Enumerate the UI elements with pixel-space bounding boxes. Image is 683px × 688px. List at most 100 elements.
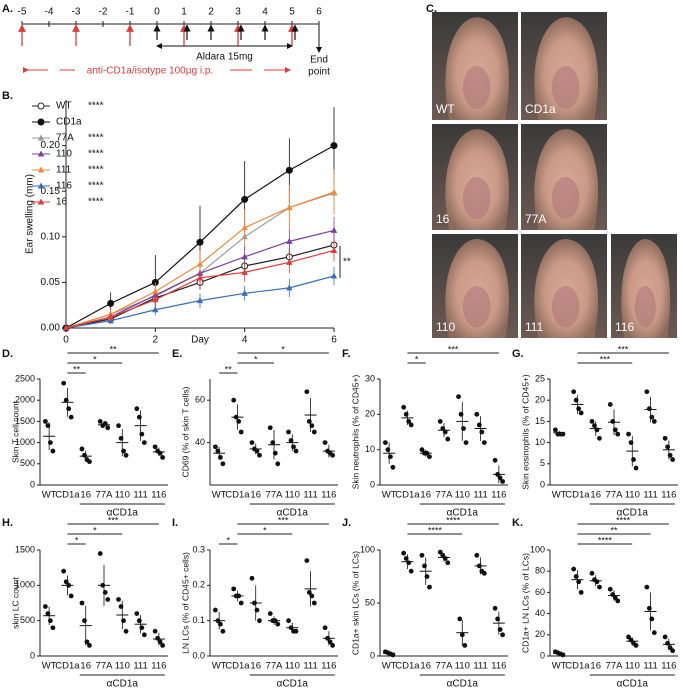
x-tick-label: 111 [473, 661, 487, 672]
y-tick-label: 0.2 [192, 580, 205, 590]
significance-label: ** [73, 364, 81, 374]
y-tick-label: 0.00 [41, 323, 61, 334]
data-point [500, 632, 506, 638]
x-tick-label: 110 [115, 490, 130, 501]
significance-label: * [227, 535, 231, 545]
x-tick-label: 111 [643, 490, 657, 501]
data-point [141, 440, 147, 445]
annotation: ** [343, 257, 351, 268]
data-point [61, 380, 67, 386]
point [152, 296, 159, 303]
data-point [576, 406, 582, 412]
data-point [646, 406, 652, 412]
legend-label: 111 [56, 165, 72, 176]
data-point [437, 419, 443, 424]
photo: CD1a [521, 12, 607, 120]
y-axis-title: CD69 (% of skin T cells) [180, 386, 190, 477]
legend-entry: 116 **** [32, 181, 104, 192]
y-tick-label: 10 [365, 444, 375, 454]
data-point [257, 618, 262, 624]
legend-stars: **** [88, 133, 104, 144]
data-point [79, 446, 85, 452]
legend-stars: **** [88, 149, 104, 160]
data-point [306, 419, 312, 424]
data-point [217, 455, 223, 460]
aldara-label: Aldara 15mg [196, 52, 253, 63]
data-point [220, 628, 226, 634]
photo: 110 [432, 234, 518, 338]
data-point [424, 574, 430, 579]
data-point [87, 643, 92, 648]
x-tick-label: 77A [606, 490, 624, 501]
legend-entry: 16 **** [32, 197, 104, 208]
x-tick-label: 116 [491, 661, 506, 672]
data-point [136, 414, 142, 420]
data-point [628, 440, 634, 445]
day-label: 6 [316, 7, 322, 18]
x-tick-label: 111 [643, 661, 657, 672]
y-tick-label: 20 [535, 395, 545, 405]
data-point [68, 593, 74, 599]
x-tick-label: 116 [321, 490, 336, 501]
point [152, 288, 159, 295]
data-point [571, 389, 577, 395]
data-point [427, 584, 432, 590]
data-point [662, 435, 668, 441]
data-point [116, 423, 121, 429]
data-point [589, 570, 595, 576]
legend-label: 16 [56, 197, 68, 208]
data-point [47, 440, 53, 445]
data-point [667, 452, 673, 458]
panel-label: E. [172, 348, 182, 360]
ear-inner [462, 66, 491, 110]
group-label: αCD1a [617, 508, 649, 519]
y-tick-label: 20 [365, 409, 375, 419]
data-point [50, 448, 56, 454]
data-point [272, 450, 278, 456]
data-point [42, 604, 48, 609]
y-tick-label: 0 [540, 650, 545, 660]
y-tick-label: 0.20 [41, 140, 61, 151]
x-tick-label: 110 [285, 490, 300, 501]
data-point [118, 604, 124, 609]
data-point [231, 397, 237, 403]
data-point [633, 643, 639, 648]
x-tick-label: 110 [285, 661, 300, 672]
data-point [408, 568, 414, 574]
data-point [382, 440, 388, 445]
data-point [97, 419, 103, 424]
data-point [474, 552, 480, 558]
ear-inner [551, 286, 580, 328]
data-point [66, 406, 72, 412]
y-tick-label: 50 [365, 597, 375, 607]
day-label: 2 [208, 7, 214, 18]
day-label: -4 [45, 7, 54, 18]
significance-label: * [254, 354, 258, 364]
y-axis-title: LN LCs (% of CD45+ cells) [180, 552, 190, 654]
data-point [610, 419, 616, 424]
data-point [633, 465, 639, 471]
panel-label: B. [2, 90, 13, 102]
significance-label: *** [618, 344, 629, 354]
x-tick-label: 16 [590, 661, 601, 672]
legend-label: 116 [56, 181, 72, 192]
ear-inner [551, 66, 580, 110]
point [107, 299, 115, 307]
point [37, 118, 45, 126]
point [37, 182, 45, 189]
data-point [427, 454, 432, 460]
x-tick-label: CD1a [395, 661, 420, 672]
data-point [419, 447, 425, 453]
point [37, 134, 45, 141]
data-point [275, 461, 281, 467]
x-tick-label: 116 [151, 661, 166, 672]
photo: 77A [521, 124, 607, 230]
legend-stars: **** [88, 101, 104, 112]
y-tick-label: 0 [370, 479, 375, 489]
y-tick-label: 40 [195, 437, 205, 447]
x-tick-label: WT [552, 490, 567, 501]
significance-label: ** [610, 525, 618, 535]
point [241, 253, 248, 260]
photo: 111 [521, 234, 607, 338]
data-point [578, 590, 584, 595]
